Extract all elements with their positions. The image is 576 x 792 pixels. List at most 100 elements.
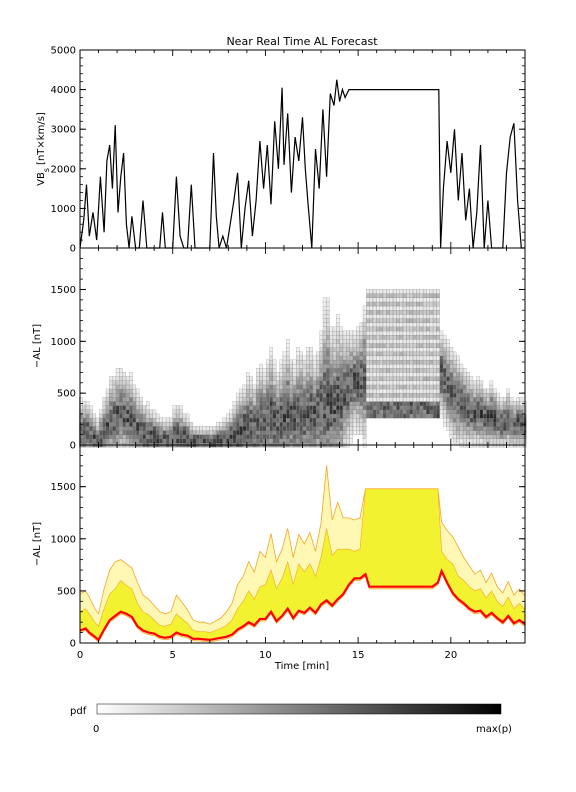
pdf-cell — [122, 422, 126, 427]
pdf-cell — [332, 405, 337, 411]
pdf-cell — [376, 310, 380, 315]
pdf-cell — [269, 359, 273, 365]
pdf-cell — [456, 426, 460, 431]
pdf-cell — [322, 310, 327, 315]
pdf-cell — [356, 339, 360, 344]
pdf-cell — [349, 334, 354, 340]
pdf-cell — [393, 351, 397, 357]
pdf-cell — [386, 397, 390, 402]
pdf-cell — [252, 422, 257, 427]
pdf-cell — [299, 426, 303, 431]
pdf-cell — [272, 384, 277, 390]
pdf-cell — [419, 339, 424, 344]
pdf-cell — [496, 422, 500, 427]
pdf-cell — [423, 397, 427, 402]
pdf-cell — [479, 388, 484, 394]
pdf-cell — [286, 376, 290, 381]
pdf-cell — [85, 434, 90, 440]
pdf-cell — [446, 363, 450, 369]
pdf-cell — [276, 372, 280, 377]
pdf-cell — [399, 314, 404, 319]
pdf-cell — [516, 409, 520, 415]
pdf-cell — [393, 376, 397, 381]
pdf-cell — [509, 434, 514, 440]
pdf-cell — [372, 330, 377, 336]
pdf-cell — [356, 334, 360, 340]
pdf-cell — [132, 422, 136, 427]
pdf-cell — [336, 409, 340, 415]
pdf-cell — [129, 380, 133, 386]
pdf-cell — [439, 351, 444, 357]
pdf-cell — [276, 413, 280, 419]
pdf-cell — [326, 351, 330, 357]
pdf-cell — [376, 413, 380, 419]
pdf-cell — [242, 388, 247, 394]
pdf-cell — [306, 430, 310, 435]
pdf-cell — [393, 322, 397, 328]
pdf-cell — [109, 405, 113, 411]
pdf-cell — [356, 351, 360, 357]
pdf-cell — [496, 409, 500, 415]
pdf-cell — [379, 409, 384, 415]
pdf-cell — [236, 401, 240, 406]
pdf-cell — [449, 397, 454, 402]
pdf-cell — [476, 434, 480, 440]
pdf-cell — [443, 368, 447, 373]
pdf-cell — [403, 384, 407, 390]
pdf-cell — [329, 330, 333, 336]
pdf-cell — [282, 359, 287, 365]
pdf-cell — [252, 397, 257, 402]
pdf-cell — [439, 347, 444, 352]
pdf-cell — [256, 388, 260, 394]
pdf-cell — [259, 422, 263, 427]
pdf-cell — [279, 397, 283, 402]
pdf-cell — [162, 426, 167, 431]
pdf-cell — [282, 434, 287, 440]
pdf-cell — [459, 388, 464, 394]
pdf-cell — [406, 368, 410, 373]
pdf-cell — [226, 422, 230, 427]
pdf-cell — [95, 422, 100, 427]
pdf-cell — [309, 359, 313, 365]
pdf-cell — [382, 305, 387, 311]
pdf-cell — [443, 372, 447, 377]
pdf-cell — [132, 434, 136, 440]
pdf-cell — [282, 422, 287, 427]
pdf-cell — [149, 426, 153, 431]
pdf-cell — [376, 368, 380, 373]
pdf-cell — [259, 417, 263, 423]
pdf-cell — [453, 430, 457, 435]
pdf-cell — [182, 426, 187, 431]
pdf-cell — [386, 326, 390, 332]
pdf-cell — [426, 363, 430, 369]
pdf-cell — [439, 376, 444, 381]
pdf-cell — [516, 426, 520, 431]
pdf-cell — [429, 376, 434, 381]
pdf-cell — [259, 368, 263, 373]
pdf-cell — [332, 330, 337, 336]
pdf-cell — [179, 405, 183, 411]
pdf-cell — [346, 351, 350, 357]
pdf-cell — [249, 384, 253, 390]
pdf-cell — [242, 417, 247, 423]
pdf-cell — [266, 413, 270, 419]
pdf-cell — [149, 422, 153, 427]
pdf-cell — [112, 397, 116, 402]
pdf-cell — [292, 363, 297, 369]
pdf-cell — [409, 413, 414, 419]
pdf-cell — [449, 426, 454, 431]
pdf-cell — [456, 363, 460, 369]
pdf-cell — [266, 422, 270, 427]
pdf-cell — [92, 417, 96, 423]
pdf-cell — [362, 310, 367, 315]
pdf-cell — [443, 405, 447, 411]
pdf-cell — [109, 380, 113, 386]
pdf-cell — [329, 326, 333, 332]
pdf-cell — [249, 376, 253, 381]
pdf-cell — [403, 293, 407, 299]
pdf-cell — [403, 413, 407, 419]
pdf-cell — [466, 401, 470, 406]
pdf-cell — [372, 351, 377, 357]
pdf-cell — [266, 384, 270, 390]
pdf-cell — [439, 392, 444, 398]
